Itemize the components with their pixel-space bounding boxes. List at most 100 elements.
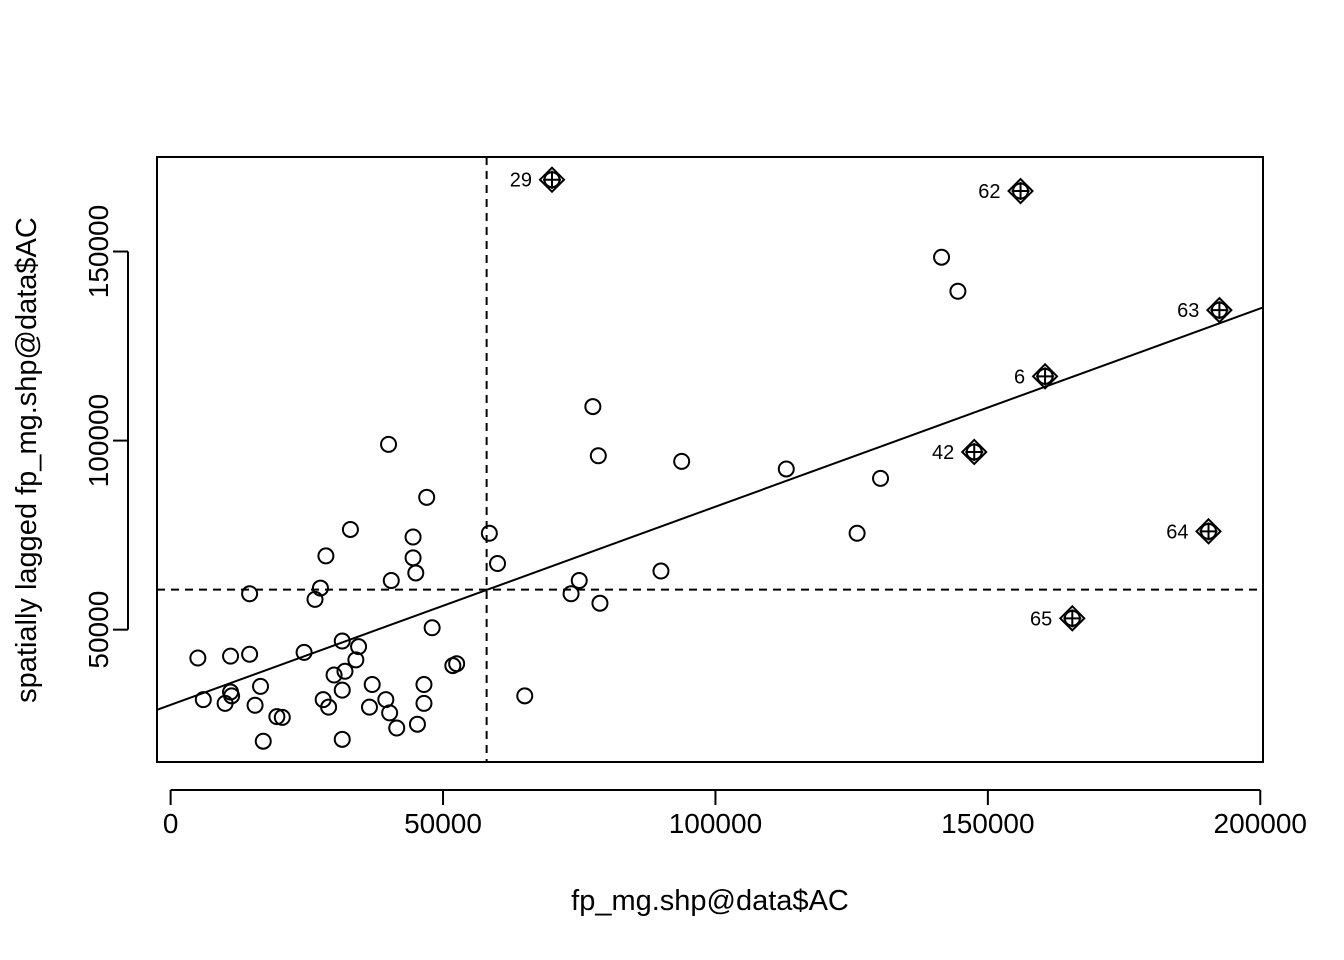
influential-point-cross <box>1036 367 1055 386</box>
influential-point-cross <box>965 442 984 461</box>
data-point <box>489 554 507 572</box>
data-point <box>448 655 466 673</box>
data-point <box>380 435 398 453</box>
data-point <box>333 681 351 699</box>
x-tick-label: 200000 <box>1214 808 1307 839</box>
data-point <box>652 562 670 580</box>
influential-point-label: 42 <box>932 442 954 464</box>
data-point <box>189 649 207 667</box>
data-point <box>404 528 422 546</box>
data-points <box>189 248 967 750</box>
influential-point-cross <box>1199 522 1218 541</box>
influential-point: 42 <box>932 438 988 466</box>
data-point <box>673 452 691 470</box>
data-point <box>570 572 588 589</box>
influential-point-diamond <box>1205 296 1233 324</box>
data-point <box>252 677 270 695</box>
data-point <box>341 520 359 538</box>
y-tick-label: 50000 <box>83 591 114 669</box>
data-point <box>423 619 441 637</box>
data-point <box>325 666 343 684</box>
data-point <box>480 524 498 542</box>
data-point <box>223 687 241 705</box>
data-point <box>848 524 866 542</box>
data-point <box>415 675 433 693</box>
data-point <box>336 662 354 680</box>
data-point <box>516 687 534 705</box>
x-tick-label: 0 <box>163 808 179 839</box>
influential-point-diamond <box>1007 177 1034 205</box>
mean-lines <box>157 157 1263 762</box>
data-point <box>408 715 426 733</box>
data-point <box>363 675 381 693</box>
influential-point-label: 64 <box>1166 521 1188 543</box>
influential-point: 62 <box>978 177 1034 205</box>
influential-point: 6 <box>1014 362 1059 390</box>
regression-line <box>156 306 1264 711</box>
data-point <box>273 708 291 726</box>
data-point <box>222 647 240 665</box>
data-point <box>381 704 399 722</box>
influential-point-diamond <box>1195 517 1222 545</box>
data-point <box>350 638 368 656</box>
data-point <box>388 719 406 737</box>
data-point <box>777 460 795 478</box>
y-axis: 50000 100000 150000 <box>83 205 129 669</box>
x-axis-title: fp_mg.shp@data$AC <box>571 885 849 917</box>
influential-point-label: 6 <box>1014 366 1025 388</box>
influential-point: 63 <box>1177 296 1233 324</box>
data-point <box>933 248 951 266</box>
data-point <box>295 643 313 661</box>
data-point <box>254 732 272 750</box>
influential-point: 64 <box>1166 517 1222 545</box>
influential-point-label: 65 <box>1030 608 1052 630</box>
data-point <box>320 698 338 716</box>
data-point <box>872 469 890 487</box>
influential-point-cross <box>1063 609 1082 628</box>
data-point <box>241 585 259 603</box>
influential-point: 65 <box>1030 604 1086 632</box>
regression-line-group <box>156 306 1264 711</box>
data-point <box>562 585 580 603</box>
data-point <box>241 645 259 663</box>
influential-point: 29 <box>510 166 566 194</box>
influential-point-diamond <box>1058 604 1086 632</box>
influential-point-cross <box>543 170 561 189</box>
data-point <box>584 398 602 416</box>
influential-point-label: 29 <box>510 170 532 192</box>
data-point <box>333 730 351 748</box>
data-point <box>949 282 967 300</box>
influential-point-diamond <box>1031 362 1059 390</box>
data-point <box>246 696 264 714</box>
data-point <box>360 698 378 716</box>
data-point <box>404 549 422 567</box>
data-point <box>317 547 335 565</box>
data-point <box>382 572 400 589</box>
data-point <box>268 708 286 726</box>
influential-point-diamond <box>960 438 988 466</box>
x-axis: 0 50000 100000 150000 200000 <box>163 789 1307 839</box>
data-point <box>407 564 425 582</box>
data-point <box>418 488 436 506</box>
y-axis-title: spatially lagged fp_mg.shp@data$AC <box>11 217 43 703</box>
data-point <box>311 579 329 597</box>
influential-point-diamond <box>538 166 566 194</box>
y-tick-label: 100000 <box>83 394 114 487</box>
x-tick-label: 50000 <box>404 808 482 839</box>
influential-point-label: 63 <box>1177 300 1199 322</box>
influential-point-label: 62 <box>978 181 1000 203</box>
influential-points: 29 62 63 6 42 64 65 <box>510 166 1233 632</box>
x-tick-label: 100000 <box>669 808 762 839</box>
data-point <box>347 651 365 669</box>
data-point <box>589 447 607 465</box>
data-point <box>415 694 433 712</box>
influential-point-cross <box>1011 182 1030 201</box>
influential-point-cross <box>1210 301 1229 320</box>
y-tick-label: 150000 <box>83 205 114 298</box>
data-point <box>194 691 212 709</box>
data-point <box>333 632 351 650</box>
plot-frame <box>156 156 1264 763</box>
data-point <box>591 594 609 612</box>
x-tick-label: 150000 <box>941 808 1034 839</box>
